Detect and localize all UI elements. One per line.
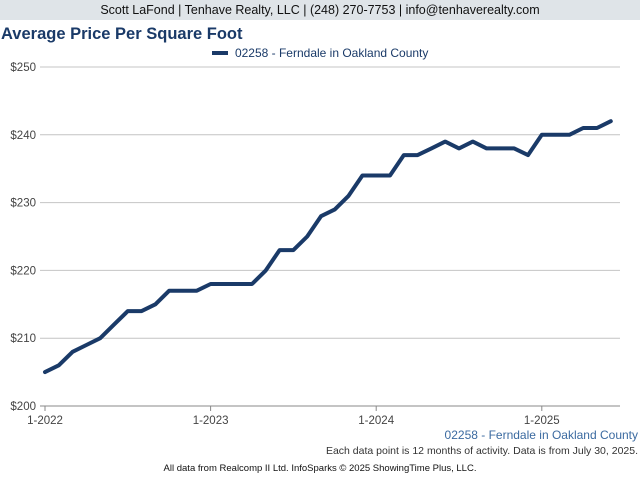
data-point bbox=[388, 173, 392, 177]
data-point bbox=[140, 309, 144, 313]
legend-swatch bbox=[211, 50, 228, 55]
data-point bbox=[84, 343, 88, 347]
data-point bbox=[457, 146, 461, 150]
data-point bbox=[333, 207, 337, 211]
legend-label: 02258 - Ferndale in Oakland County bbox=[234, 46, 429, 60]
x-tick-label: 1-2022 bbox=[27, 415, 63, 427]
data-point bbox=[222, 282, 226, 286]
x-tick-label: 1-2024 bbox=[358, 415, 394, 427]
data-point bbox=[443, 140, 447, 144]
chart-legend: 02258 - Ferndale in Oakland County bbox=[0, 46, 640, 60]
data-point bbox=[540, 133, 544, 137]
data-point bbox=[181, 289, 185, 293]
data-point bbox=[347, 194, 351, 198]
data-point bbox=[498, 146, 502, 150]
series-line-ferndale bbox=[43, 119, 613, 375]
data-point bbox=[360, 173, 364, 177]
contact-header: Scott LaFond | Tenhave Realty, LLC | (24… bbox=[0, 0, 640, 20]
data-point bbox=[402, 153, 406, 157]
data-point bbox=[526, 153, 530, 157]
data-point bbox=[429, 146, 433, 150]
data-point bbox=[567, 133, 571, 137]
data-point bbox=[278, 248, 282, 252]
data-point bbox=[305, 235, 309, 238]
y-tick-label: $200 bbox=[10, 401, 36, 413]
data-point bbox=[485, 146, 489, 150]
data-point bbox=[71, 350, 75, 354]
data-point bbox=[209, 282, 213, 286]
data-point bbox=[595, 126, 599, 130]
y-tick-label: $210 bbox=[10, 333, 36, 345]
data-point bbox=[416, 153, 420, 157]
data-point bbox=[471, 140, 475, 144]
data-point bbox=[250, 282, 254, 286]
y-tick-label: $230 bbox=[10, 198, 36, 210]
contact-text: Scott LaFond | Tenhave Realty, LLC | (24… bbox=[100, 3, 540, 17]
chart-title: Average Price Per Square Foot bbox=[1, 25, 243, 43]
data-point bbox=[264, 268, 268, 272]
data-point bbox=[291, 248, 295, 252]
y-tick-label: $240 bbox=[10, 130, 36, 142]
source-credit: All data from Realcomp II Ltd. InfoSpark… bbox=[163, 463, 477, 474]
x-tick-label: 1-2023 bbox=[193, 415, 229, 427]
data-point bbox=[195, 289, 199, 293]
data-point bbox=[581, 126, 585, 130]
data-point bbox=[236, 282, 240, 286]
data-point bbox=[374, 173, 378, 177]
data-point bbox=[153, 302, 157, 306]
data-point bbox=[512, 146, 516, 150]
data-point bbox=[43, 370, 47, 374]
area-label: 02258 - Ferndale in Oakland County bbox=[444, 428, 638, 442]
y-tick-label: $220 bbox=[10, 265, 36, 277]
data-point bbox=[98, 336, 102, 340]
data-point bbox=[609, 119, 613, 123]
data-point bbox=[554, 133, 558, 137]
data-point bbox=[126, 309, 130, 313]
data-point bbox=[319, 214, 323, 218]
data-point bbox=[112, 323, 116, 327]
data-footnote: Each data point is 12 months of activity… bbox=[325, 445, 638, 457]
data-point bbox=[167, 289, 171, 293]
data-point bbox=[57, 363, 61, 367]
y-tick-label: $250 bbox=[10, 62, 36, 74]
x-tick-label: 1-2025 bbox=[524, 415, 560, 427]
